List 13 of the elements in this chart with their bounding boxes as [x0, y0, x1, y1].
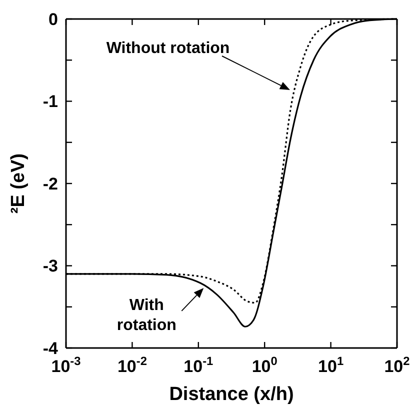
x-axis-title: Distance (x/h)	[169, 384, 294, 405]
annotation: Without rotation	[106, 40, 230, 57]
y-tick-label: -1	[42, 92, 58, 112]
y-tick-label: -2	[42, 174, 58, 194]
y-axis-title: ²E (eV)	[8, 153, 29, 214]
x-tick-label: 10$^{-2}$	[117, 354, 148, 376]
x-tick-label: 10$^{2}$	[384, 354, 410, 376]
x-tick-label: 10$^{0}$	[252, 354, 278, 376]
y-tick-label: -3	[42, 256, 58, 276]
y-tick-label: 0	[48, 10, 58, 29]
x-tick-label: 10$^{1}$	[318, 354, 344, 376]
x-tick-label: 10$^{-1}$	[184, 354, 214, 376]
annotation: With rotation	[116, 296, 176, 334]
